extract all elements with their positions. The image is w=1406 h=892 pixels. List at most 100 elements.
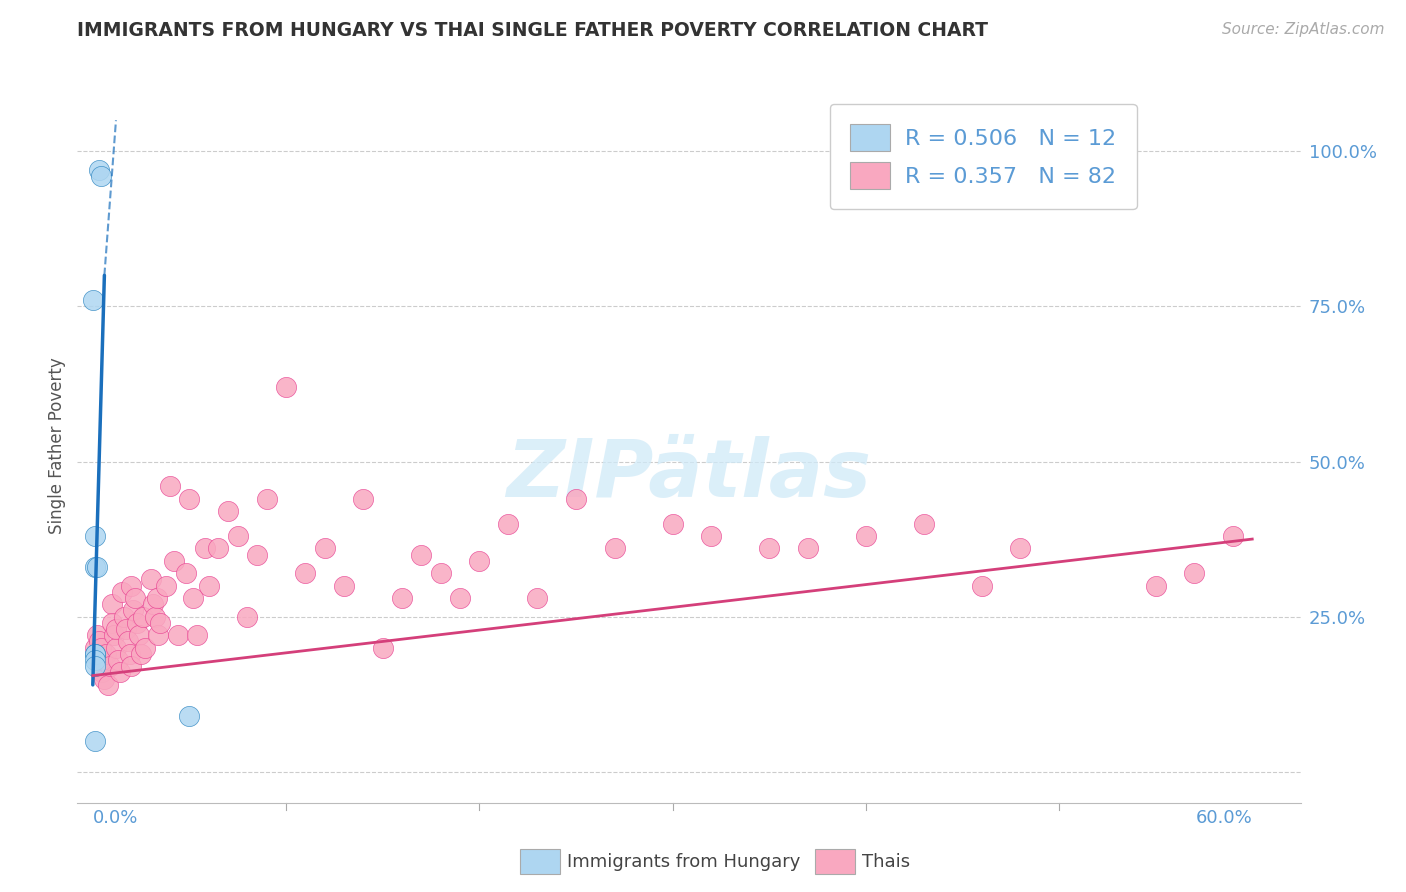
Point xyxy=(108,665,131,680)
Point xyxy=(143,609,166,624)
Point xyxy=(83,733,105,747)
Point xyxy=(96,647,118,661)
Point xyxy=(855,529,877,543)
Point xyxy=(758,541,780,556)
Point xyxy=(107,653,129,667)
Point xyxy=(797,541,820,556)
Legend: R = 0.506   N = 12, R = 0.357   N = 82: R = 0.506 N = 12, R = 0.357 N = 82 xyxy=(830,103,1136,210)
Point xyxy=(83,560,105,574)
Point xyxy=(371,640,394,655)
Point xyxy=(103,628,125,642)
Point xyxy=(163,554,186,568)
Point xyxy=(89,659,111,673)
Point xyxy=(194,541,217,556)
Point xyxy=(91,665,114,680)
Point xyxy=(128,628,150,642)
Point xyxy=(256,491,278,506)
Point xyxy=(112,609,135,624)
Point xyxy=(148,628,170,642)
Point xyxy=(83,647,105,661)
Point xyxy=(118,647,141,661)
Y-axis label: Single Father Poverty: Single Father Poverty xyxy=(48,358,66,534)
Point xyxy=(429,566,451,581)
Text: 60.0%: 60.0% xyxy=(1195,809,1253,827)
Text: Immigrants from Hungary: Immigrants from Hungary xyxy=(567,853,800,871)
Point xyxy=(122,603,145,617)
Point xyxy=(496,516,519,531)
Point xyxy=(120,659,142,673)
Point xyxy=(1222,529,1244,543)
Point xyxy=(159,479,181,493)
Text: IMMIGRANTS FROM HUNGARY VS THAI SINGLE FATHER POVERTY CORRELATION CHART: IMMIGRANTS FROM HUNGARY VS THAI SINGLE F… xyxy=(77,21,988,40)
Point xyxy=(82,293,104,308)
Point xyxy=(246,548,269,562)
Point xyxy=(129,647,152,661)
Point xyxy=(333,579,356,593)
Text: Thais: Thais xyxy=(862,853,910,871)
Point xyxy=(114,622,136,636)
Point xyxy=(468,554,491,568)
Point xyxy=(1144,579,1167,593)
Point xyxy=(111,584,134,599)
Point xyxy=(142,597,165,611)
Point xyxy=(970,579,993,593)
Point xyxy=(127,615,149,630)
Point xyxy=(97,678,120,692)
Point xyxy=(411,548,433,562)
Text: ZIPätlas: ZIPätlas xyxy=(506,435,872,514)
Point xyxy=(139,573,162,587)
Point xyxy=(89,169,111,183)
Point xyxy=(526,591,548,605)
Text: Source: ZipAtlas.com: Source: ZipAtlas.com xyxy=(1222,22,1385,37)
Point xyxy=(603,541,626,556)
Point xyxy=(87,634,110,648)
Point xyxy=(83,647,105,661)
Point xyxy=(86,647,108,661)
Text: 0.0%: 0.0% xyxy=(93,809,138,827)
Point xyxy=(179,491,201,506)
Point xyxy=(101,615,124,630)
Point xyxy=(87,653,110,667)
Point xyxy=(207,541,229,556)
Point xyxy=(155,579,177,593)
Point xyxy=(391,591,413,605)
Point xyxy=(179,709,201,723)
Point xyxy=(104,622,127,636)
Point xyxy=(217,504,239,518)
Point xyxy=(145,591,167,605)
Point xyxy=(120,579,142,593)
Point xyxy=(98,659,121,673)
Point xyxy=(117,634,139,648)
Point xyxy=(149,615,172,630)
Point xyxy=(89,640,111,655)
Point xyxy=(104,640,127,655)
Point xyxy=(174,566,197,581)
Point xyxy=(83,653,105,667)
Point xyxy=(87,162,110,177)
Point xyxy=(565,491,588,506)
Point xyxy=(166,628,188,642)
Point xyxy=(132,609,155,624)
Point xyxy=(101,597,124,611)
Point xyxy=(134,640,156,655)
Point xyxy=(86,560,108,574)
Point xyxy=(83,640,105,655)
Point xyxy=(352,491,374,506)
Point xyxy=(186,628,208,642)
Point xyxy=(83,659,105,673)
Point xyxy=(294,566,316,581)
Point xyxy=(181,591,204,605)
Point xyxy=(274,380,297,394)
Point xyxy=(83,529,105,543)
Point xyxy=(86,628,108,642)
Point xyxy=(314,541,336,556)
Point xyxy=(93,672,115,686)
Point xyxy=(124,591,146,605)
Point xyxy=(661,516,683,531)
Point xyxy=(700,529,723,543)
Point xyxy=(236,609,259,624)
Point xyxy=(197,579,219,593)
Point xyxy=(1010,541,1032,556)
Point xyxy=(449,591,471,605)
Point xyxy=(912,516,935,531)
